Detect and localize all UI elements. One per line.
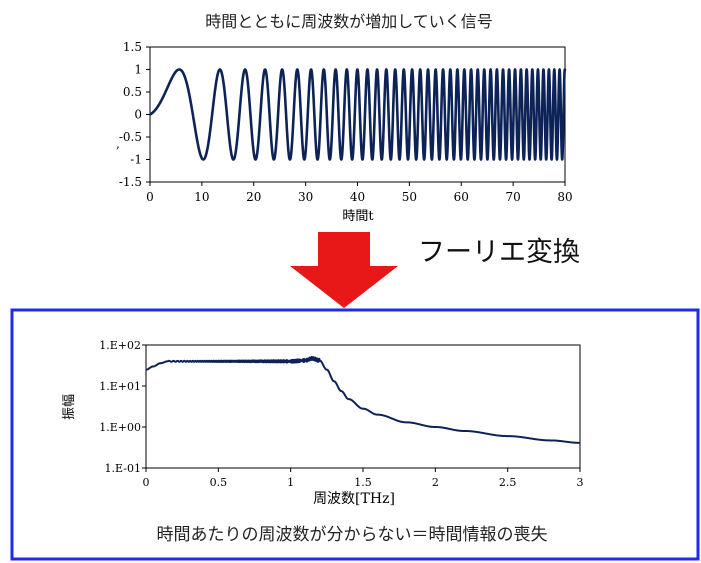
top-chart-y-label: , bbox=[116, 137, 120, 151]
top-y-tick-label: 0.5 bbox=[123, 85, 142, 99]
top-y-tick-label: 0 bbox=[134, 108, 142, 122]
fourier-transform-label: フーリエ変換 bbox=[418, 237, 580, 268]
top-x-tick-label: 30 bbox=[298, 190, 313, 204]
bottom-x-tick-label: 2.5 bbox=[499, 476, 517, 489]
down-arrow bbox=[290, 232, 398, 308]
top-x-tick-label: 20 bbox=[246, 190, 261, 204]
top-x-tick-label: 50 bbox=[402, 190, 417, 204]
bottom-chart-y-label: 振幅 bbox=[62, 394, 77, 420]
spectrum-line bbox=[145, 355, 581, 444]
bottom-x-tick-label: 1 bbox=[287, 476, 294, 489]
top-x-tick-label: 60 bbox=[454, 190, 469, 204]
top-chart-y-ticks: 1.5 1 0.5 0 -0.5 -1 -1.5 bbox=[119, 40, 150, 189]
bottom-x-tick-label: 1.5 bbox=[354, 476, 372, 489]
top-y-tick-label: -1 bbox=[130, 153, 142, 167]
bottom-chart-plot-area bbox=[145, 344, 581, 469]
chirp-signal-line bbox=[148, 68, 567, 161]
top-y-tick-label: 1.5 bbox=[123, 40, 142, 54]
top-x-tick-label: 40 bbox=[350, 190, 365, 204]
top-x-tick-label: 80 bbox=[557, 190, 572, 204]
top-y-tick-label: -1.5 bbox=[119, 175, 142, 189]
bottom-chart: 1.E+02 1.E+01 1.E+00 1.E-01 0 0.5 1 1.5 2 2.5 3 振… bbox=[62, 339, 584, 507]
top-chart-x-ticks: 0 10 20 30 40 50 60 70 80 bbox=[146, 182, 573, 204]
top-y-tick-label: -0.5 bbox=[119, 130, 142, 144]
top-x-tick-label: 10 bbox=[194, 190, 209, 204]
bottom-y-tick-label: 1.E+00 bbox=[99, 421, 141, 434]
bottom-chart-x-label: 周波数[THz] bbox=[313, 491, 395, 507]
bottom-x-tick-label: 3 bbox=[577, 476, 584, 489]
bottom-y-tick-label: 1.E+01 bbox=[99, 380, 141, 393]
bottom-x-tick-label: 0 bbox=[143, 476, 150, 489]
bottom-x-tick-label: 2 bbox=[432, 476, 439, 489]
top-x-tick-label: 70 bbox=[505, 190, 520, 204]
bottom-y-tick-label: 1.E-01 bbox=[105, 462, 141, 475]
spectrum-frame bbox=[10, 308, 700, 561]
bottom-chart-y-ticks: 1.E+02 1.E+01 1.E+00 1.E-01 bbox=[99, 339, 146, 475]
bottom-chart-x-ticks: 0 0.5 1 1.5 2 2.5 3 bbox=[143, 468, 584, 489]
top-chart-title: 時間とともに周波数が増加していく信号 bbox=[205, 12, 493, 31]
caption: 時間あたりの周波数が分からない＝時間情報の喪失 bbox=[157, 525, 548, 545]
top-x-tick-label: 0 bbox=[146, 190, 154, 204]
bottom-x-tick-label: 0.5 bbox=[210, 476, 228, 489]
top-y-tick-label: 1 bbox=[134, 63, 142, 77]
bottom-y-tick-label: 1.E+02 bbox=[99, 339, 141, 352]
top-chart-x-label: 時間t bbox=[342, 209, 374, 224]
